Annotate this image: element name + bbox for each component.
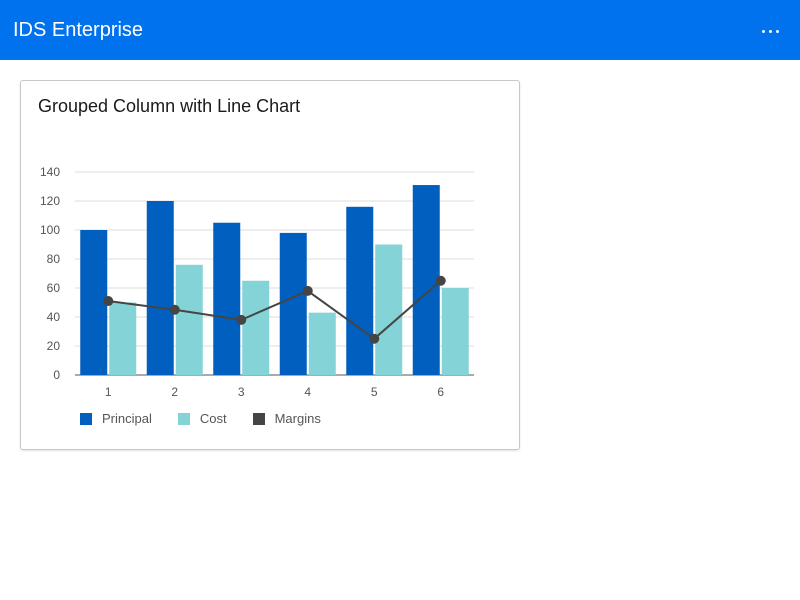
x-tick-label: 6 <box>437 385 444 399</box>
bar-cost-2 <box>175 264 203 375</box>
point-margins-2 <box>169 304 180 315</box>
app-title: IDS Enterprise <box>13 19 144 41</box>
y-tick-label: 0 <box>53 368 60 382</box>
y-tick-label: 120 <box>40 194 60 208</box>
legend-swatch-cost <box>177 412 190 425</box>
bar-cost-5 <box>375 244 403 375</box>
y-tick-label: 60 <box>47 281 61 295</box>
bar-principal-2 <box>146 201 174 375</box>
legend-swatch-margins <box>252 412 265 425</box>
bar-cost-3 <box>242 280 270 375</box>
point-margins-4 <box>302 285 313 296</box>
y-tick-label: 80 <box>47 252 61 266</box>
legend-label-margins: Margins <box>274 411 321 426</box>
point-margins-1 <box>103 296 114 307</box>
point-margins-6 <box>435 275 446 286</box>
chart-legend: Principal Cost Margins <box>80 411 347 426</box>
bar-principal-4 <box>279 232 307 375</box>
chart-title: Grouped Column with Line Chart <box>38 96 301 116</box>
bar-principal-5 <box>346 206 374 375</box>
legend-swatch-principal <box>80 412 92 425</box>
more-options-button[interactable] <box>758 17 782 41</box>
bar-cost-6 <box>441 288 469 375</box>
bar-principal-6 <box>412 185 440 375</box>
legend-item-principal[interactable]: Principal <box>80 411 152 426</box>
x-tick-label: 4 <box>304 385 311 399</box>
legend-label-principal: Principal <box>102 411 152 426</box>
bar-principal-3 <box>213 222 241 375</box>
y-tick-label: 20 <box>47 339 61 353</box>
x-tick-label: 1 <box>105 385 112 399</box>
legend-item-cost[interactable]: Cost <box>177 411 227 426</box>
bar-principal-1 <box>80 230 108 375</box>
legend-label-cost: Cost <box>199 411 227 426</box>
point-margins-3 <box>236 314 247 325</box>
bar-cost-1 <box>109 302 137 375</box>
line-margins <box>108 279 442 341</box>
bar-cost-4 <box>308 312 336 375</box>
point-margins-5 <box>369 333 380 344</box>
app-header: IDS Enterprise <box>0 0 800 60</box>
x-tick-label: 3 <box>238 385 245 399</box>
y-tick-label: 40 <box>47 310 61 324</box>
x-tick-label: 2 <box>171 385 178 399</box>
chart-canvas: 0 20 40 60 80 100 120 140 1 2 3 4 5 6 <box>40 165 474 399</box>
more-horizontal-icon <box>760 20 781 38</box>
x-tick-label: 5 <box>371 385 378 399</box>
y-tick-label: 140 <box>40 165 60 179</box>
y-tick-label: 100 <box>40 223 60 237</box>
legend-item-margins[interactable]: Margins <box>252 411 321 426</box>
chart-card: Grouped Column with Line Chart 0 20 40 60 80… <box>20 80 520 450</box>
